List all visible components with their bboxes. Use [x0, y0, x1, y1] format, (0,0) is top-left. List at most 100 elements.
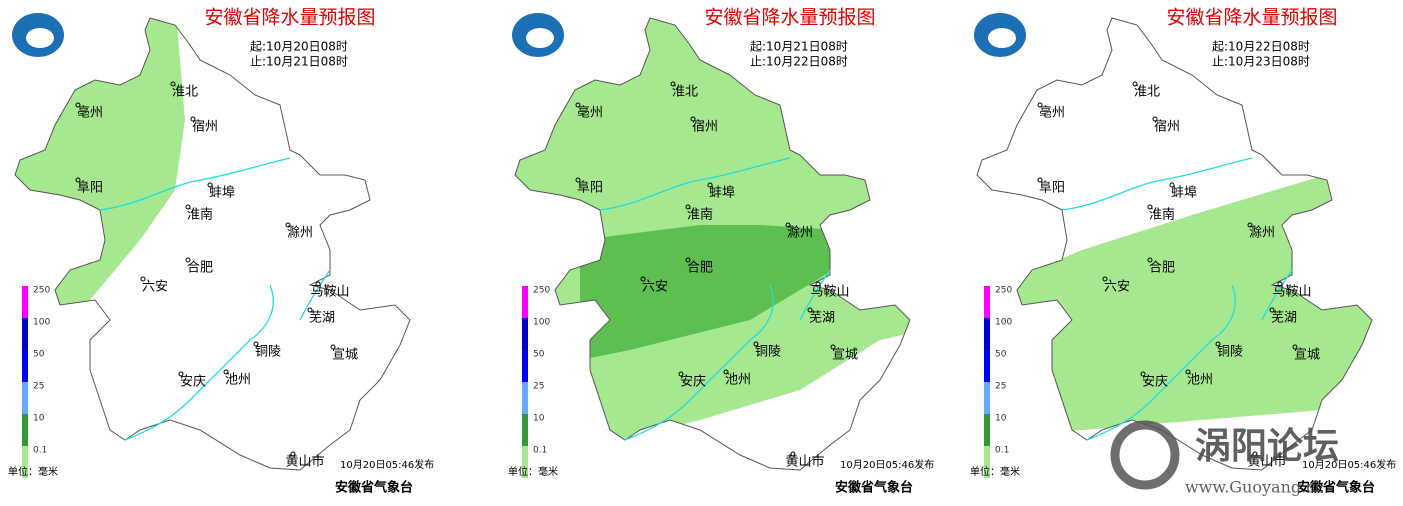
- legend-label: 25: [33, 382, 44, 392]
- logo-inner: [526, 28, 554, 48]
- issue-time: 10月20日05:46发布: [1302, 458, 1396, 471]
- city-dot: [678, 371, 684, 377]
- city-dot: [1152, 116, 1158, 122]
- city-label: 马鞍山: [810, 284, 849, 300]
- city-label: 淮北: [672, 85, 698, 100]
- legend-label: 250: [995, 286, 1012, 296]
- city-label: 池州: [725, 373, 751, 388]
- legend-label: 0.1: [33, 446, 47, 456]
- city-label: 宣城: [832, 347, 858, 363]
- legend-label: 0.1: [533, 446, 547, 456]
- legend-swatch: [22, 350, 28, 382]
- city-label: 宿州: [1154, 119, 1180, 135]
- city-dot: [815, 281, 821, 287]
- river: [99, 157, 331, 441]
- city-dot: [830, 344, 836, 350]
- issue-time: 10月20日05:46发布: [840, 458, 934, 471]
- city-label: 铜陵: [1217, 345, 1243, 360]
- legend-swatch: [522, 382, 528, 414]
- city-dot: [1132, 81, 1138, 87]
- city-dot: [315, 281, 321, 287]
- city-label: 宿州: [692, 119, 718, 135]
- city-dot: [140, 276, 146, 282]
- legend-label: 10: [533, 414, 545, 424]
- start-time: 起:10月22日08时: [1212, 40, 1310, 54]
- city-dot: [1292, 344, 1298, 350]
- city-dot: [1277, 281, 1283, 287]
- city-dot: [640, 276, 646, 282]
- city-label: 淮南: [187, 207, 213, 223]
- start-time: 起:10月21日08时: [750, 40, 848, 54]
- city-label: 安庆: [680, 375, 706, 390]
- city-label: 池州: [1187, 373, 1213, 388]
- city-dot: [75, 177, 81, 183]
- city-label: 蚌埠: [709, 186, 735, 201]
- city-dot: [185, 204, 191, 210]
- legend-label: 10: [33, 414, 45, 424]
- province-outline: [14, 17, 411, 471]
- legend-swatch: [984, 286, 990, 318]
- legend-label: 10: [995, 414, 1007, 424]
- city-dot: [330, 344, 336, 350]
- city-dot: [685, 204, 691, 210]
- panel-title: 安徽省降水量预报图: [204, 7, 375, 29]
- city-dot: [207, 182, 213, 188]
- city-dot: [1140, 371, 1146, 377]
- legend-label: 50: [995, 350, 1007, 360]
- city-dot: [1185, 369, 1191, 375]
- legend-label: 50: [33, 350, 45, 360]
- legend-swatch: [984, 350, 990, 382]
- city-dot: [1147, 257, 1153, 263]
- end-time: 止:10月23日08时: [1212, 55, 1310, 69]
- city-dot: [753, 341, 759, 347]
- legend-label: 25: [995, 382, 1006, 392]
- legend-label: 100: [995, 318, 1012, 328]
- city-label: 黄山市: [1247, 454, 1286, 470]
- legend-swatch: [522, 446, 528, 478]
- legend-label: 25: [533, 382, 544, 392]
- legend-swatch: [22, 286, 28, 318]
- city-dot: [190, 116, 196, 122]
- issue-time: 10月20日05:46发布: [340, 458, 434, 471]
- city-label: 六安: [142, 280, 168, 295]
- city-label: 合肥: [1149, 261, 1175, 276]
- city-label: 蚌埠: [1171, 186, 1197, 201]
- city-label: 淮南: [1149, 207, 1175, 223]
- city-label: 淮北: [172, 85, 198, 100]
- city-label: 芜湖: [1271, 311, 1297, 326]
- legend-swatch: [984, 414, 990, 446]
- legend-swatch: [522, 318, 528, 350]
- city-label: 阜阳: [577, 180, 603, 196]
- city-dot: [253, 341, 259, 347]
- legend-label: 0.1: [995, 446, 1009, 456]
- panel-title: 安徽省降水量预报图: [704, 7, 875, 29]
- legend-swatch: [984, 382, 990, 414]
- city-label: 宿州: [192, 119, 218, 135]
- city-dot: [307, 307, 313, 313]
- city-dot: [223, 369, 229, 375]
- watermark-url: www.Guoyang.cc: [1185, 478, 1324, 497]
- issuer: 安徽省气象台: [1297, 480, 1375, 496]
- city-dot: [575, 177, 581, 183]
- city-label: 合肥: [687, 261, 713, 276]
- city-dot: [185, 257, 191, 263]
- city-label: 滁州: [287, 225, 313, 241]
- city-label: 阜阳: [1039, 180, 1065, 196]
- city-dot: [1247, 222, 1253, 228]
- city-label: 淮南: [687, 207, 713, 223]
- legend-swatch: [984, 318, 990, 350]
- legend-label: 250: [33, 286, 50, 296]
- city-label: 蚌埠: [209, 186, 235, 201]
- city-label: 淮北: [1134, 85, 1160, 100]
- city-label: 宣城: [1294, 347, 1320, 363]
- legend-swatch: [22, 382, 28, 414]
- city-dot: [707, 182, 713, 188]
- city-dot: [1147, 204, 1153, 210]
- city-label: 马鞍山: [1272, 284, 1311, 300]
- watermark-logo: [1110, 420, 1180, 490]
- city-label: 亳州: [577, 105, 603, 121]
